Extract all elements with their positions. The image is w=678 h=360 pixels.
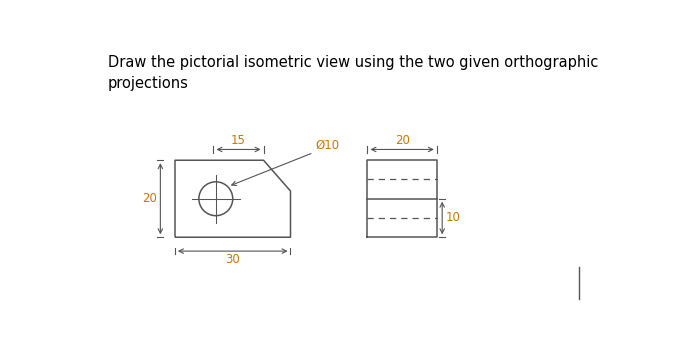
Text: 15: 15 [231, 134, 246, 147]
Text: 20: 20 [142, 192, 157, 205]
Text: 30: 30 [225, 253, 240, 266]
Text: Draw the pictorial isometric view using the two given orthographic
projections: Draw the pictorial isometric view using … [108, 55, 599, 91]
Text: Ø10: Ø10 [315, 139, 339, 152]
Text: 20: 20 [395, 134, 410, 147]
Text: 10: 10 [445, 211, 460, 225]
